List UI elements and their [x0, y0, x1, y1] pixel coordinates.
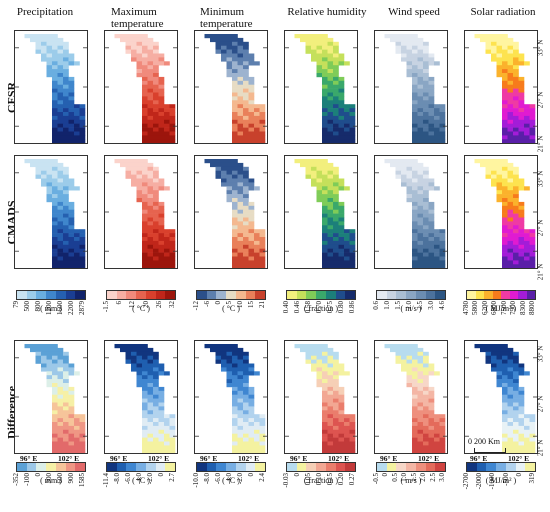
- col-title-solar-radiation: Solar radiation: [470, 6, 536, 18]
- lat-label-21n-r3: 21° N: [536, 439, 545, 457]
- lon-label-max-temperature-1: 102° E: [148, 454, 170, 463]
- colorbar-absolute-min-temperature: -12 -6 0 5 10 15 21( °C ): [192, 290, 266, 318]
- lon-label-relative-humidity-0: 96° E: [290, 454, 308, 463]
- lon-label-min-temperature-0: 96° E: [200, 454, 218, 463]
- map-panel-cmads-relative-humidity: [284, 155, 358, 269]
- map-panel-cfsr-solar-radiation: [464, 30, 538, 144]
- colorbar-unit: ( mm ): [40, 304, 62, 313]
- col-title-wind-speed: Wind speed: [388, 6, 440, 18]
- colorbar-difference-solar-radiation: -2700 -2000 -1000 -500 0 319( MJ/m² ): [462, 462, 536, 490]
- map-panel-difference-relative-humidity: [284, 340, 358, 454]
- col-title-max-temperature: Maximum temperature: [111, 6, 164, 30]
- colorbar-absolute-max-temperature: -1.5 6 12 20 26 32( °C ): [102, 290, 176, 318]
- colorbar-unit: ( °C ): [132, 304, 150, 313]
- colorbar-absolute-solar-radiation: 4780 5800 6200 6800 7500 7900 8300 8800( MJ/m² …: [462, 290, 536, 318]
- map-panel-cfsr-min-temperature: [194, 30, 268, 144]
- map-panel-difference-precipitation: [14, 340, 88, 454]
- map-panel-cmads-wind-speed: [374, 155, 448, 269]
- lat-label-27n-r1: 27° N: [536, 91, 545, 109]
- colorbar-difference-min-temperature: -10.0 -8.0 -6.0 -4.0 -2.0 0 2.4( °C ): [192, 462, 266, 490]
- lat-label-33n-r3: 33° N: [536, 345, 545, 363]
- map-panel-cfsr-relative-humidity: [284, 30, 358, 144]
- scale-bar: [474, 448, 506, 453]
- lat-label-27n-r3: 27° N: [536, 395, 545, 413]
- lat-label-33n-r2: 33° N: [536, 170, 545, 188]
- colorbar-absolute-relative-humidity: 0.40 0.46 0.58 0.70 0.75 0.80 0.86( fraction ): [282, 290, 356, 318]
- lat-label-33n-r1: 33° N: [536, 39, 545, 57]
- map-panel-cmads-min-temperature: [194, 155, 268, 269]
- map-panel-difference-max-temperature: [104, 340, 178, 454]
- colorbar-difference-wind-speed: -0.5 0 0.5 1.0 1.5 2.0 2.5 3.0( m/s ): [372, 462, 446, 490]
- map-panel-cmads-precipitation: [14, 155, 88, 269]
- colorbar-unit: ( mm ): [40, 476, 62, 485]
- map-panel-cmads-max-temperature: [104, 155, 178, 269]
- map-panel-cfsr-wind-speed: [374, 30, 448, 144]
- colorbar-unit: ( MJ/m² ): [485, 304, 517, 313]
- col-title-min-temperature: Minimum temperature: [200, 6, 253, 30]
- lon-label-relative-humidity-1: 102° E: [328, 454, 350, 463]
- lat-label-27n-r2: 27° N: [536, 219, 545, 237]
- colorbar-unit: ( °C ): [222, 476, 240, 485]
- lon-label-precipitation-1: 102° E: [58, 454, 80, 463]
- lon-label-precipitation-0: 96° E: [20, 454, 38, 463]
- colorbar-difference-relative-humidity: -0.03 0 0.05 0.10 0.15 0.20 0.27( fraction ): [282, 462, 356, 490]
- lon-label-solar-radiation-1: 102° E: [508, 454, 530, 463]
- map-panel-cmads-solar-radiation: [464, 155, 538, 269]
- colorbar-unit: ( m/s ): [400, 304, 422, 313]
- colorbar-unit: ( °C ): [132, 476, 150, 485]
- lat-label-21n-r2: 21° N: [536, 263, 545, 281]
- col-title-relative-humidity: Relative humidity: [287, 6, 367, 18]
- scale-bar-label: 0 200 Km: [468, 437, 500, 446]
- lon-label-wind-speed-1: 102° E: [418, 454, 440, 463]
- lon-label-wind-speed-0: 96° E: [380, 454, 398, 463]
- map-panel-difference-solar-radiation: [464, 340, 538, 454]
- colorbar-unit: ( fraction ): [303, 476, 339, 485]
- map-panel-difference-wind-speed: [374, 340, 448, 454]
- lon-label-min-temperature-1: 102° E: [238, 454, 260, 463]
- lat-label-21n-r1: 21° N: [536, 135, 545, 153]
- colorbar-unit: ( fraction ): [303, 304, 339, 313]
- map-panel-difference-min-temperature: [194, 340, 268, 454]
- colorbar-difference-max-temperature: -11.4 -8.0 -6.0 -4.0 -2.0 0 2.7( °C ): [102, 462, 176, 490]
- colorbar-unit: ( °C ): [222, 304, 240, 313]
- colorbar-absolute-wind-speed: 0.6 1.0 1.5 2.0 2.5 3.0 4.6( m/s ): [372, 290, 446, 318]
- colorbar-absolute-precipitation: 79 500 800 1200 1600 2200 2879( mm ): [12, 290, 86, 318]
- map-panel-cfsr-max-temperature: [104, 30, 178, 144]
- map-panel-cfsr-precipitation: [14, 30, 88, 144]
- colorbar-difference-precipitation: -352 -100 0 300 600 900 1585( mm ): [12, 462, 86, 490]
- lon-label-solar-radiation-0: 96° E: [470, 454, 488, 463]
- colorbar-unit: ( m/s ): [400, 476, 422, 485]
- col-title-precipitation: Precipitation: [16, 6, 74, 18]
- lon-label-max-temperature-0: 96° E: [110, 454, 128, 463]
- colorbar-unit: ( MJ/m² ): [485, 476, 517, 485]
